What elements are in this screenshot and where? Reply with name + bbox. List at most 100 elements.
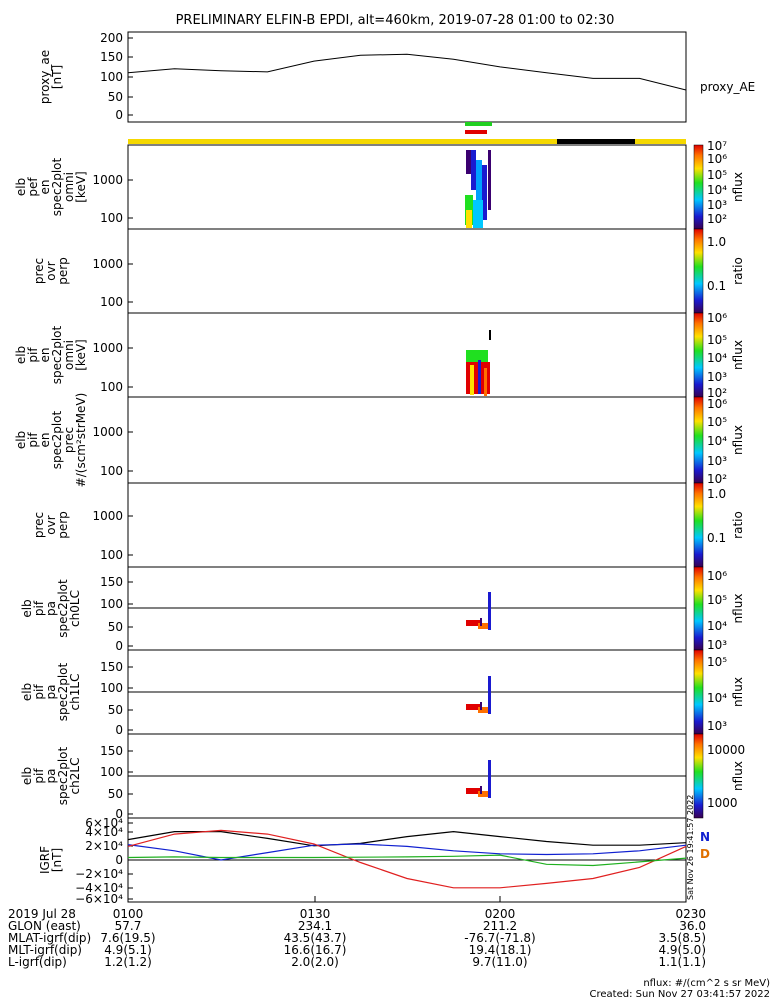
ylabel-pifprec-2: en [38,433,52,448]
ytick-pa1-2: 50 [108,703,123,717]
pef-blob-6 [473,200,483,228]
cbar-tick-pa2-0: 10000 [707,743,745,757]
cbar-label-pifprec: nflux [731,425,745,455]
ylabel-pif-0: elb [14,346,28,364]
ytick-igrf-6: −6×10⁴ [75,892,123,906]
ylabel-igrf-1: [nT] [50,848,64,872]
ylabel-pef-4: omni [62,172,76,202]
ytick-igrf-0: 6×10⁴ [85,816,123,830]
ylabel-pa2-1: pif [32,768,46,784]
colorbar-0 [693,144,704,230]
cbar-tick-pifprec-4: 10² [707,472,727,486]
pa-blob-a2 [466,788,480,794]
cbar-label-ratio2: ratio [731,511,745,539]
ylabel-pif-4: omni [62,340,76,370]
cbar-tick-pif-2: 10⁴ [707,351,727,365]
ytick-pa2-0: 150 [100,744,123,758]
cbar-tick-pa1-0: 10⁵ [707,655,727,669]
cbar-tick-pa0-3: 10³ [707,638,727,652]
ylabel-pa0-3: spec2plot [56,579,70,638]
footer-value-0-3: 0230 [675,907,706,921]
panel-frame-ratio2 [127,482,687,568]
cbar-tick-pif-0: 10⁶ [707,311,727,325]
ytick-pifprec-1: 100 [100,464,123,478]
science-zone-marker [465,122,492,126]
pa-blob-d1 [480,702,482,710]
ytick-ratio2-0: 1000 [92,509,123,523]
footer-row-label-3: MLT-igrf(dip) [8,943,82,957]
ytick-igrf-3: 0 [115,853,123,867]
ytick-pa0-1: 100 [100,597,123,611]
ytick-pa2-3: 0 [115,807,123,821]
pif-blob-4 [484,368,487,396]
orbit-shadow-segment [557,139,635,144]
ylabel-ae-1: [nT] [50,65,64,89]
ylabel-pif-5: [keV] [74,339,88,370]
cbar-tick-pa0-2: 10⁴ [707,619,727,633]
ytick-pef-1: 100 [100,211,123,225]
pef-blob-3 [482,165,487,220]
series-igrf-2 [127,829,687,889]
footer-row-label-2: MLAT-igrf(dip) [8,931,91,945]
ytick-igrf-1: 4×10⁴ [85,825,123,839]
ytick-pa2-2: 50 [108,787,123,801]
ylabel-pifprec-5: #/(scm²strMeV) [74,393,88,488]
footer-value-3-0: 4.9(5.1) [104,943,152,957]
pef-blob-5 [466,210,472,228]
cbar-tick-pef-0: 10⁷ [707,139,727,153]
cbar-tick-pifprec-3: 10³ [707,454,727,468]
panel-frame-pifprec [127,396,687,484]
cbar-tick-ratio2-1: 0.1 [707,531,726,545]
ylabel-pef-5: [keV] [74,171,88,202]
ytick-ae-1: 150 [100,50,123,64]
ylabel-pa0-1: pif [32,600,46,616]
igrf-legend-n: N [700,830,710,844]
cbar-tick-pif-4: 10² [707,386,727,400]
footer-value-3-1: 16.6(16.7) [284,943,347,957]
unit-note: nflux: #/(cm^2 s sr MeV) [643,978,770,989]
pa-blob-c1 [488,676,491,714]
footer-value-0-0: 0100 [113,907,144,921]
created-stamp: Created: Sun Nov 27 03:41:57 2022 [590,989,770,1000]
panel-frame-ratio1 [127,228,687,314]
pif-blob-2 [470,365,474,395]
panel-frame-pef [127,144,687,230]
pa-blob-a0 [466,620,480,626]
cbar-tick-pa2-1: 1000 [707,796,738,810]
ytick-ratio1-0: 1000 [92,257,123,271]
pa-blob-d0 [480,618,482,626]
colorbar-3 [693,396,704,484]
panel-frame-ae [127,31,687,123]
ylabel-pif-2: en [38,348,52,363]
pa-blob-c2 [488,760,491,798]
cbar-tick-ratio2-0: 1.0 [707,487,726,501]
series-proxy-ae-line [127,53,687,91]
cbar-label-pif: nflux [731,340,745,370]
ylabel-pa2-2: pa [44,769,58,784]
collection-marker [465,130,487,134]
colorbar-5 [693,566,704,651]
pif-blob-0 [466,350,488,362]
ylabel-pa2-3: spec2plot [56,746,70,805]
cbar-tick-pifprec-1: 10⁵ [707,415,727,429]
side-stamp: Sat Nov 26 19:41:57 2022 [686,795,695,900]
footer-value-3-3: 4.9(5.0) [658,943,706,957]
cbar-tick-pa0-0: 10⁶ [707,569,727,583]
pef-blob-1 [471,150,476,190]
ylabel-pa0-0: elb [20,599,34,617]
proxy-ae-legend: proxy_AE [700,80,755,94]
ytick-pa2-1: 100 [100,765,123,779]
ytick-igrf-5: −4×10⁴ [75,881,123,895]
ylabel-pa2-0: elb [20,767,34,785]
cbar-tick-ratio1-0: 1.0 [707,235,726,249]
cbar-tick-pef-1: 10⁶ [707,152,727,166]
colorbar-2 [693,312,704,398]
pa-blob-c0 [488,592,491,630]
cbar-tick-pef-4: 10³ [707,198,727,212]
plot-title: PRELIMINARY ELFIN-B EPDI, alt=460km, 201… [176,13,615,28]
ylabel-pif-1: pif [26,347,40,363]
ylabel-pa0-2: pa [44,601,58,616]
series-igrf-3 [127,854,687,867]
